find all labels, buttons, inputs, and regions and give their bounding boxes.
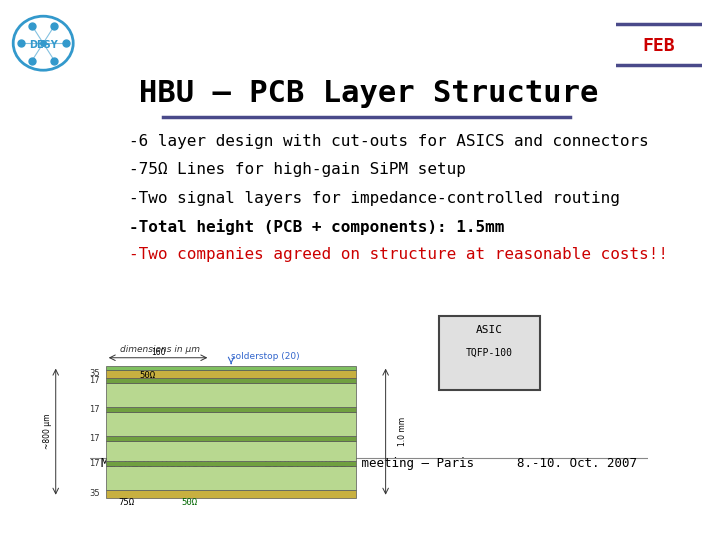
Bar (106, 436, 356, 441)
Bar (106, 411, 356, 436)
Text: Mathias Reinecke: Mathias Reinecke (101, 457, 221, 470)
Text: -6 layer design with cut-outs for ASICS and connectors: -6 layer design with cut-outs for ASICS … (129, 134, 649, 149)
Bar (106, 441, 356, 461)
Bar (439, 316, 540, 390)
Text: ~800 µm: ~800 µm (43, 414, 52, 449)
Text: -Two companies agreed on structure at reasonable costs!!: -Two companies agreed on structure at re… (129, 247, 668, 262)
Bar (106, 407, 356, 411)
Text: HBU – PCB Layer Structure: HBU – PCB Layer Structure (139, 79, 599, 109)
Text: 75Ω: 75Ω (119, 498, 135, 507)
Text: 8.-10. Oct. 2007: 8.-10. Oct. 2007 (517, 457, 637, 470)
Text: 1.0 mm: 1.0 mm (398, 417, 408, 446)
Text: 160: 160 (150, 348, 166, 357)
Bar (106, 490, 356, 498)
Bar (106, 370, 356, 378)
Text: 50Ω: 50Ω (140, 371, 156, 380)
Text: TQFP-100: TQFP-100 (466, 348, 513, 358)
Text: -Total height (PCB + components): 1.5mm: -Total height (PCB + components): 1.5mm (129, 219, 505, 234)
Text: dimensions in µm: dimensions in µm (120, 345, 200, 354)
Text: 35: 35 (89, 489, 99, 498)
Text: 17: 17 (89, 376, 99, 384)
Text: 17: 17 (89, 434, 99, 443)
Bar (106, 366, 356, 370)
Text: solderstop (20): solderstop (20) (231, 352, 300, 361)
Text: FEB: FEB (642, 37, 675, 55)
Text: EUDET annual meeting – Paris: EUDET annual meeting – Paris (264, 457, 474, 470)
Bar (106, 465, 356, 490)
Text: 17: 17 (89, 404, 99, 414)
Text: -Two signal layers for impedance-controlled routing: -Two signal layers for impedance-control… (129, 191, 620, 206)
Bar (106, 378, 356, 383)
Text: 35: 35 (89, 369, 99, 378)
Text: -75Ω Lines for high-gain SiPM setup: -75Ω Lines for high-gain SiPM setup (129, 163, 466, 178)
Text: 17: 17 (89, 458, 99, 468)
Text: ASIC: ASIC (476, 325, 503, 335)
Text: DESY: DESY (29, 39, 58, 50)
Bar (106, 461, 356, 465)
Text: 50Ω: 50Ω (181, 498, 197, 507)
Bar (106, 383, 356, 407)
